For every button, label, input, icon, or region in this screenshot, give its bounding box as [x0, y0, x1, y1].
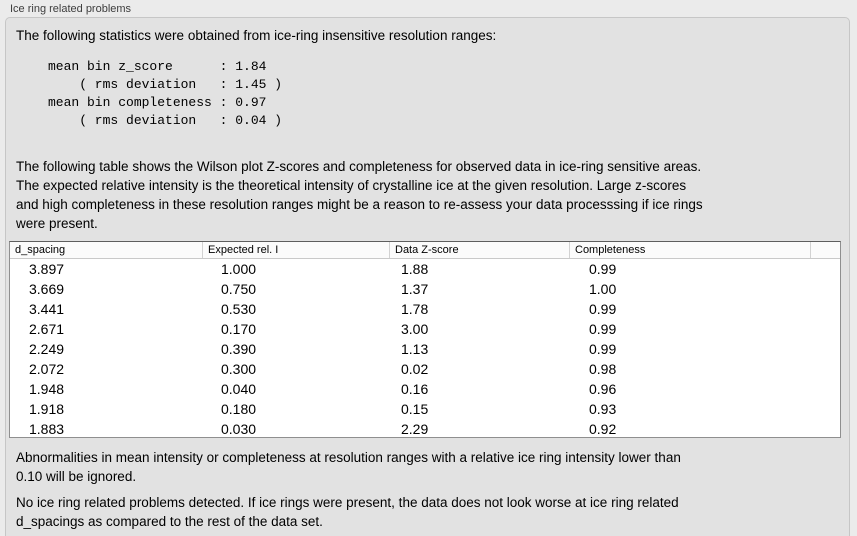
column-header-d-spacing: d_spacing [10, 242, 203, 258]
cell-expected-rel-i: 0.750 [221, 281, 257, 297]
table-row[interactable]: 2.249 0.390 1.13 0.99 [10, 339, 840, 359]
column-header-completeness: Completeness [570, 242, 811, 258]
cell-data-z-score: 1.37 [401, 281, 429, 297]
conclusion-text: No ice ring related problems detected. I… [16, 495, 679, 529]
table-row[interactable]: 1.883 0.030 2.29 0.92 [10, 419, 840, 439]
cell-data-z-score: 2.29 [401, 421, 429, 437]
cell-completeness: 0.92 [589, 421, 617, 437]
cell-completeness: 0.99 [589, 321, 617, 337]
table-row[interactable]: 3.669 0.750 1.37 1.00 [10, 279, 840, 299]
cell-expected-rel-i: 0.170 [221, 321, 257, 337]
table-row[interactable]: 2.072 0.300 0.02 0.98 [10, 359, 840, 379]
stat-mean-bin-completeness: mean bin completeness : 0.97 [48, 95, 267, 110]
stat-z-score-rms-deviation: ( rms deviation : 1.45 ) [48, 77, 283, 92]
cell-completeness: 0.98 [589, 361, 617, 377]
table-header-row: d_spacing Expected rel. I Data Z-score C… [10, 242, 840, 259]
cell-completeness: 0.93 [589, 401, 617, 417]
table-row[interactable]: 2.671 0.170 3.00 0.99 [10, 319, 840, 339]
column-header-empty [811, 242, 840, 258]
cell-completeness: 0.99 [589, 341, 617, 357]
cell-data-z-score: 0.16 [401, 381, 429, 397]
cell-data-z-score: 1.78 [401, 301, 429, 317]
cell-completeness: 0.99 [589, 261, 617, 277]
table-row[interactable]: 3.897 1.000 1.88 0.99 [10, 259, 840, 279]
cell-data-z-score: 1.13 [401, 341, 429, 357]
cell-d-spacing: 1.918 [29, 401, 65, 417]
cell-data-z-score: 3.00 [401, 321, 429, 337]
column-header-data-z-score: Data Z-score [390, 242, 570, 258]
table-row[interactable]: 1.948 0.040 0.16 0.96 [10, 379, 840, 399]
table-row[interactable]: 1.918 0.180 0.15 0.93 [10, 399, 840, 419]
cell-completeness: 1.00 [589, 281, 617, 297]
cell-expected-rel-i: 0.030 [221, 421, 257, 437]
cell-expected-rel-i: 0.040 [221, 381, 257, 397]
cell-d-spacing: 1.948 [29, 381, 65, 397]
cell-data-z-score: 1.88 [401, 261, 429, 277]
stat-mean-bin-z-score: mean bin z_score : 1.84 [48, 59, 267, 74]
cell-d-spacing: 3.441 [29, 301, 65, 317]
ice-ring-groupbox: The following statistics were obtained f… [5, 17, 850, 536]
cell-expected-rel-i: 0.390 [221, 341, 257, 357]
stat-completeness-rms-deviation: ( rms deviation : 0.04 ) [48, 113, 283, 128]
table-row[interactable]: 3.441 0.530 1.78 0.99 [10, 299, 840, 319]
cell-expected-rel-i: 0.180 [221, 401, 257, 417]
cell-d-spacing: 2.671 [29, 321, 65, 337]
cell-d-spacing: 3.897 [29, 261, 65, 277]
cell-d-spacing: 2.072 [29, 361, 65, 377]
ignore-note-text: Abnormalities in mean intensity or compl… [16, 450, 681, 484]
cell-data-z-score: 0.15 [401, 401, 429, 417]
cell-expected-rel-i: 0.300 [221, 361, 257, 377]
cell-d-spacing: 1.883 [29, 421, 65, 437]
column-header-expected-rel-i: Expected rel. I [203, 242, 390, 258]
panel-title: Ice ring related problems [10, 3, 132, 15]
cell-data-z-score: 0.02 [401, 361, 429, 377]
stats-block: mean bin z_score : 1.84 ( rms deviation … [48, 58, 282, 130]
ice-ring-table: d_spacing Expected rel. I Data Z-score C… [9, 241, 841, 438]
cell-completeness: 0.99 [589, 301, 617, 317]
table-description: The following table shows the Wilson plo… [16, 159, 703, 231]
cell-expected-rel-i: 1.000 [221, 261, 257, 277]
intro-text: The following statistics were obtained f… [16, 28, 497, 43]
cell-d-spacing: 3.669 [29, 281, 65, 297]
cell-expected-rel-i: 0.530 [221, 301, 257, 317]
cell-completeness: 0.96 [589, 381, 617, 397]
cell-d-spacing: 2.249 [29, 341, 65, 357]
